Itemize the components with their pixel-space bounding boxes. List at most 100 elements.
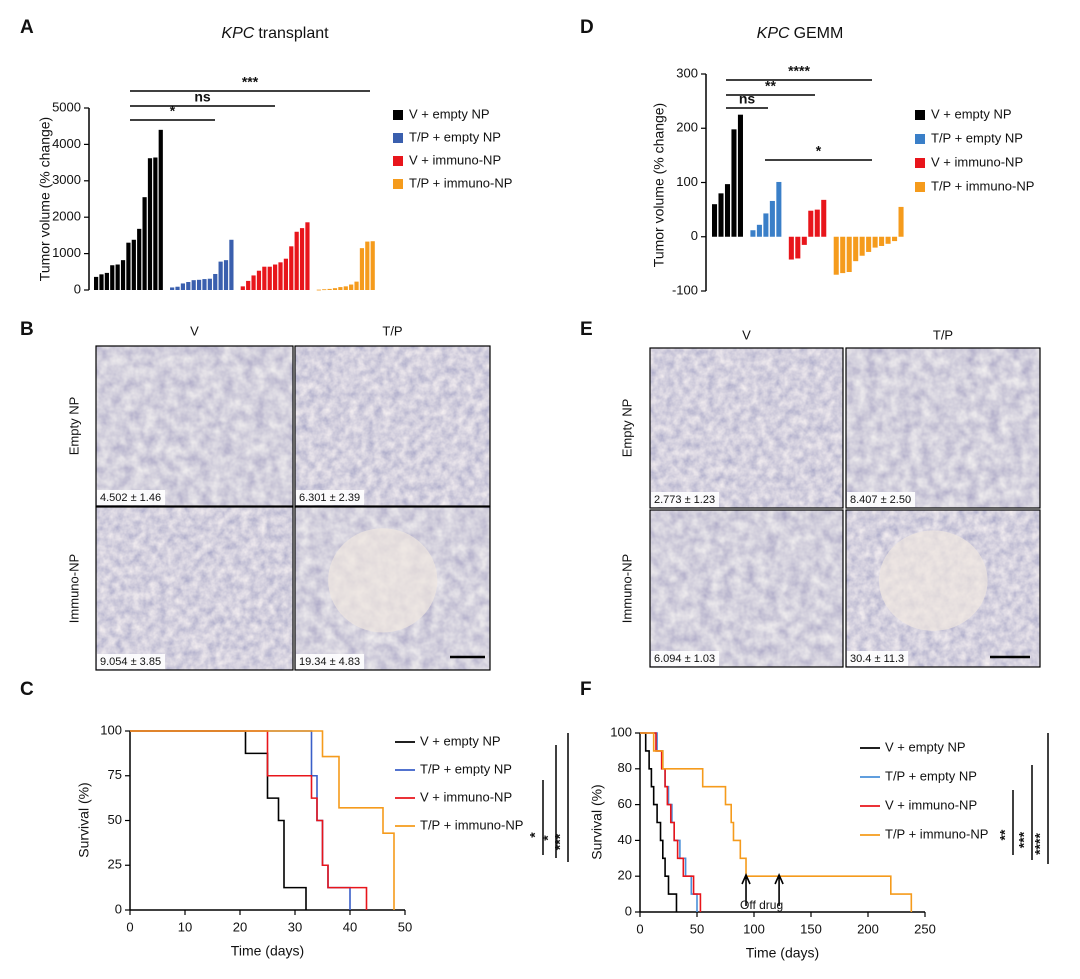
bar bbox=[349, 284, 354, 290]
significance-label: ** bbox=[765, 78, 776, 94]
bar bbox=[289, 246, 294, 290]
stroma-region bbox=[878, 530, 988, 631]
y-tick-label: 5000 bbox=[52, 99, 81, 114]
bar bbox=[354, 281, 359, 290]
chart-title: KPC GEMM bbox=[757, 25, 844, 42]
arrow bbox=[741, 873, 751, 906]
significance-label: *** bbox=[1016, 831, 1032, 848]
bar bbox=[213, 273, 218, 290]
y-tick-label: 0 bbox=[115, 901, 122, 916]
bar bbox=[370, 241, 375, 290]
y-tick-label: 0 bbox=[691, 228, 698, 243]
panel-letter: B bbox=[20, 319, 34, 340]
legend-label: V + empty NP bbox=[931, 106, 1012, 121]
bar bbox=[359, 248, 365, 290]
bar bbox=[229, 239, 234, 290]
image-frame bbox=[95, 345, 294, 507]
histology-image bbox=[846, 348, 1040, 508]
x-tick-label: 150 bbox=[800, 921, 822, 936]
legend-label: T/P + empty NP bbox=[885, 768, 977, 783]
bar bbox=[256, 270, 262, 290]
bar bbox=[305, 222, 310, 290]
bar bbox=[821, 199, 827, 237]
bar bbox=[218, 261, 223, 290]
bar bbox=[196, 279, 202, 290]
bar bbox=[737, 114, 743, 237]
y-tick-label: 300 bbox=[676, 65, 698, 80]
image-frame bbox=[649, 509, 844, 668]
bar bbox=[776, 181, 782, 237]
panel-letter: E bbox=[580, 319, 593, 340]
significance-label: * bbox=[540, 835, 556, 841]
value-label-bg bbox=[296, 490, 365, 505]
y-tick-label: 3000 bbox=[52, 172, 81, 187]
legend-swatch bbox=[915, 158, 925, 168]
bar bbox=[808, 210, 814, 237]
y-tick-label: 100 bbox=[610, 724, 632, 739]
legend-label: T/P + empty NP bbox=[931, 130, 1023, 145]
bar bbox=[262, 266, 267, 290]
bar bbox=[322, 289, 327, 291]
bar bbox=[327, 288, 332, 290]
bar bbox=[278, 262, 283, 290]
bar bbox=[223, 260, 229, 290]
bar bbox=[833, 236, 839, 275]
legend-label: T/P + empty NP bbox=[409, 129, 501, 144]
survival-curve bbox=[130, 730, 395, 910]
value-label-bg bbox=[296, 654, 365, 669]
bar bbox=[885, 236, 891, 244]
bar bbox=[814, 209, 820, 237]
histology-image bbox=[650, 348, 843, 508]
x-tick-label: 0 bbox=[636, 921, 643, 936]
bar bbox=[267, 266, 272, 290]
bar bbox=[898, 206, 904, 237]
value-label-bg bbox=[97, 490, 166, 505]
y-tick-label: 60 bbox=[618, 796, 632, 811]
bar bbox=[724, 184, 731, 237]
image-frame bbox=[95, 506, 294, 671]
legend-label: T/P + immuno-NP bbox=[931, 178, 1034, 193]
bar bbox=[246, 280, 251, 290]
bar bbox=[104, 272, 109, 290]
x-tick-label: 100 bbox=[743, 921, 765, 936]
y-axis-label: Tumor volume (% change) bbox=[37, 117, 53, 281]
image-frame bbox=[845, 509, 1041, 668]
bar bbox=[175, 286, 180, 290]
value-label: 30.4 ± 11.3 bbox=[850, 653, 904, 665]
value-label-bg bbox=[97, 654, 166, 669]
bar bbox=[756, 224, 762, 237]
bar bbox=[299, 228, 305, 290]
significance-label: * bbox=[527, 832, 543, 838]
legend-label: T/P + immuno-NP bbox=[885, 826, 988, 841]
x-tick-label: 50 bbox=[398, 919, 412, 934]
column-label: T/P bbox=[933, 327, 953, 342]
y-tick-label: 80 bbox=[618, 760, 632, 775]
bar bbox=[801, 236, 807, 245]
bar bbox=[365, 241, 370, 290]
bar bbox=[788, 236, 794, 260]
legend-label: T/P + immuno-NP bbox=[409, 175, 512, 190]
legend-swatch bbox=[393, 133, 403, 143]
y-tick-label: 200 bbox=[676, 120, 698, 135]
legend-swatch bbox=[393, 156, 403, 166]
significance-label: *** bbox=[242, 74, 259, 90]
title-text: transplant bbox=[258, 25, 329, 42]
survival-curve bbox=[130, 730, 368, 910]
value-label: 6.094 ± 1.03 bbox=[654, 653, 715, 665]
significance-label: ** bbox=[997, 829, 1013, 840]
x-tick-label: 40 bbox=[343, 919, 357, 934]
value-label-bg bbox=[847, 651, 909, 666]
bar bbox=[283, 258, 288, 290]
legend-swatch bbox=[393, 179, 403, 189]
histology-image bbox=[96, 346, 293, 506]
legend-label: V + immuno-NP bbox=[885, 797, 977, 812]
y-tick-label: 20 bbox=[618, 868, 632, 883]
legend-label: V + empty NP bbox=[420, 733, 501, 748]
bar bbox=[840, 236, 846, 274]
bar bbox=[94, 276, 99, 290]
survival-curve bbox=[640, 732, 702, 912]
significance-label: **** bbox=[788, 63, 810, 79]
y-axis-label: Survival (%) bbox=[589, 784, 605, 859]
bar bbox=[115, 264, 120, 290]
